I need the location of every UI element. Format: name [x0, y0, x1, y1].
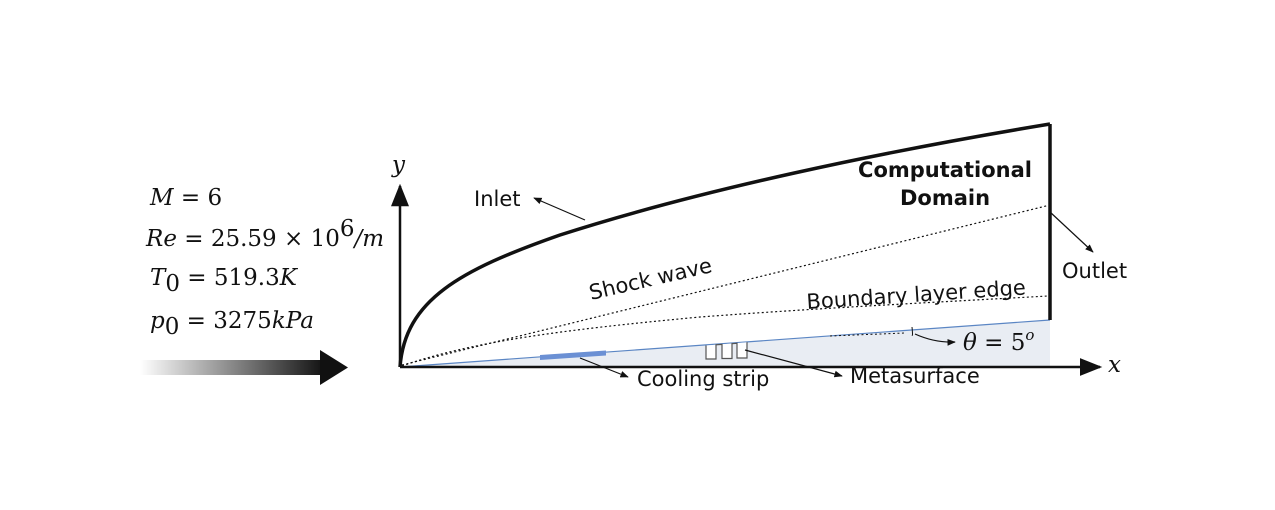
metasurface-cavities — [705, 342, 748, 360]
outlet-leader — [1049, 211, 1094, 253]
angle-leader — [914, 333, 956, 346]
inlet-boundary — [398, 122, 1051, 368]
wedge-angle-label: θ = 5o — [963, 326, 1034, 356]
metasurface-label: Metasurface — [850, 364, 980, 388]
shock-wave-label: Shock wave — [587, 253, 714, 305]
domain-title-line1: Computational — [858, 158, 1032, 182]
mach-number: M = 6 — [149, 185, 222, 211]
angle-arc — [911, 326, 913, 336]
domain-title-line2: Domain — [900, 186, 990, 210]
boundary-layer-edge-line — [401, 295, 1049, 367]
wedge-edge — [399, 319, 1051, 368]
shock-wave-line — [401, 204, 1051, 366]
y-axis-label: y — [391, 152, 406, 178]
reynolds-number: Re = 25.59 × 106/m — [145, 216, 384, 252]
cooling-strip-leader — [579, 357, 629, 378]
cooling-strip-patch — [540, 350, 606, 360]
angle-indicator-line — [829, 332, 906, 337]
freestream-conditions: M = 6 Re = 25.59 × 106/m T0 = 519.3K p0 … — [145, 185, 384, 340]
stagnation-pressure: p0 = 3275kPa — [150, 308, 314, 340]
outlet-label: Outlet — [1062, 259, 1127, 283]
inlet-leader — [533, 197, 586, 221]
stagnation-temperature: T0 = 519.3K — [150, 265, 299, 297]
cooling-strip-label: Cooling strip — [637, 367, 769, 391]
freestream-arrow — [140, 350, 348, 385]
x-axis-label: x — [1108, 352, 1121, 378]
metasurface-leader — [744, 349, 843, 378]
boundary-layer-edge-label: Boundary layer edge — [806, 275, 1027, 314]
inlet-label: Inlet — [474, 187, 521, 211]
